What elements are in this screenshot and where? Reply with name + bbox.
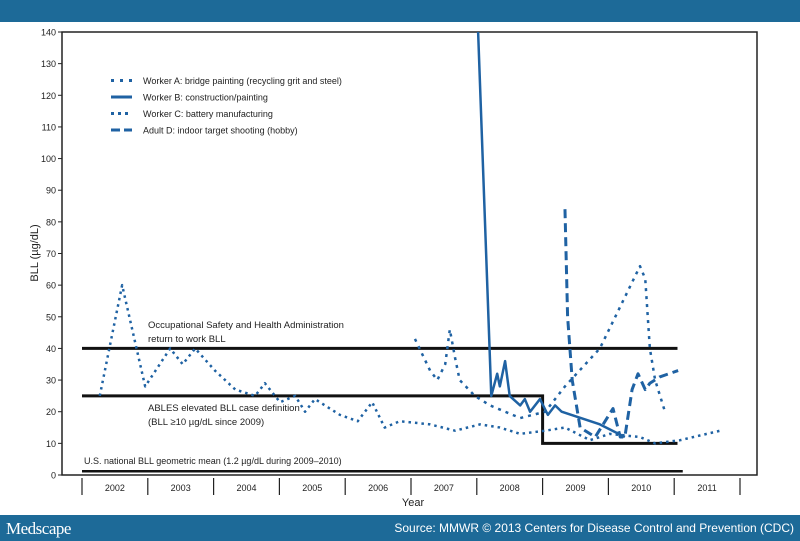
y-tick-label: 40 [46,344,56,354]
source-credit: Source: MMWR © 2013 Centers for Disease … [394,521,794,535]
series-line-3 [563,209,679,439]
y-tick-label: 20 [46,407,56,417]
series-lines [98,31,721,445]
medscape-logo: Medscape [6,519,71,538]
y-tick-label: 60 [46,281,56,291]
reference-label: (BLL ≥10 µg/dL since 2009) [148,417,264,428]
y-tick-label: 50 [46,312,56,322]
x-tick-label: 2006 [368,483,388,493]
plot-frame [61,31,758,476]
series-line-2 [98,283,721,445]
x-tick-label: 2007 [434,483,454,493]
header-bar [0,0,800,22]
reference-label: Occupational Safety and Health Administr… [148,320,344,331]
x-tick-label: 2010 [631,483,651,493]
x-tick-label: 2008 [500,483,520,493]
y-tick-label: 100 [41,154,56,164]
x-axis-label: Year [402,497,425,509]
x-tick-label: 2005 [302,483,322,493]
legend: Worker A: bridge painting (recycling gri… [111,76,342,136]
axes: 0 10 20 30 40 50 60 70 80 90 100 110 120 130 140 2002 20… [41,28,758,495]
x-tick-label: 2004 [236,483,256,493]
reference-lines: Occupational Safety and Health Administr… [82,320,683,473]
y-tick-label: 130 [41,59,56,69]
y-tick-label: 0 [51,471,56,481]
legend-label: Worker C: battery manufacturing [143,109,273,119]
legend-label: Worker B: construction/painting [143,93,268,103]
reference-label: return to work BLL [148,334,226,345]
reference-line [82,394,678,445]
x-tick-label: 2009 [565,483,585,493]
y-tick-label: 110 [42,122,56,132]
y-tick-label: 30 [46,376,56,386]
y-axis-label: BLL (µg/dL) [29,224,41,281]
y-tick-label: 140 [41,28,56,38]
reference-label: ABLES elevated BLL case definition [148,403,300,414]
legend-label: Worker A: bridge painting (recycling gri… [143,76,342,86]
series-line-0 [413,264,667,420]
legend-label: Adult D: indoor target shooting (hobby) [143,126,298,136]
y-tick-label: 70 [46,249,56,259]
y-tick-label: 80 [46,217,56,227]
y-tick-label: 120 [41,91,56,101]
series-line-1 [476,31,626,439]
reference-label: U.S. national BLL geometric mean (1.2 µg… [84,456,342,466]
x-tick-label: 2011 [697,483,716,493]
x-tick-label: 2003 [171,483,191,493]
footer-bar: Medscape Source: MMWR © 2013 Centers for… [0,515,800,541]
y-tick-label: 90 [46,186,56,196]
y-tick-label: 10 [46,439,56,449]
x-tick-label: 2002 [105,483,125,493]
